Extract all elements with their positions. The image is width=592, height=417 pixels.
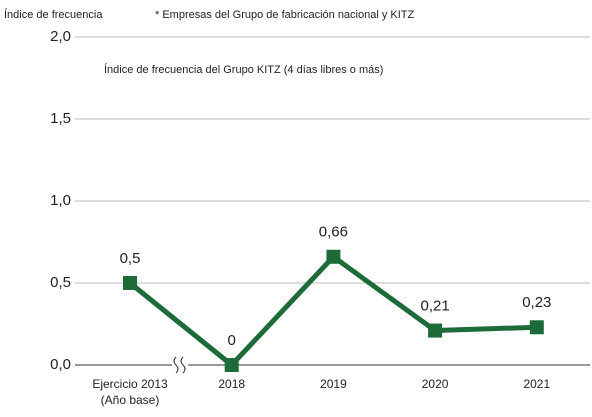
marker [529, 320, 544, 335]
data-label: 0,21 [420, 298, 449, 315]
series-label: Índice de frecuencia del Grupo KITZ (4 d… [104, 63, 383, 76]
x-tick-label: Ejercicio 2013 (Año base) [92, 377, 168, 407]
y-tick-label: 1,5 [50, 110, 71, 127]
y-tick-label: 0,5 [50, 274, 71, 291]
data-label: 0 [228, 332, 236, 349]
line [128, 254, 537, 368]
x-tick-label: 2018 [218, 377, 245, 391]
marker [326, 249, 341, 264]
marker [224, 358, 239, 372]
marker [428, 323, 443, 338]
data-label: 0,23 [522, 294, 551, 311]
x-tick-label: 2019 [320, 377, 347, 391]
y-tick-label: 1,0 [50, 192, 71, 209]
axis-break [173, 356, 186, 374]
axis-break-gap [172, 359, 188, 371]
y-tick-label: 0,0 [50, 356, 71, 373]
marker [123, 276, 137, 290]
data-label: 0,66 [319, 224, 348, 241]
note: * Empresas del Grupo de fabricación naci… [155, 9, 415, 21]
y-axis-label: Índice de frecuencia [4, 8, 103, 21]
x-tick-label: 2020 [422, 377, 449, 391]
x-tick-label: 2021 [523, 377, 550, 391]
data-label: 0,5 [120, 250, 141, 267]
y-tick-label: 2,0 [50, 28, 71, 45]
